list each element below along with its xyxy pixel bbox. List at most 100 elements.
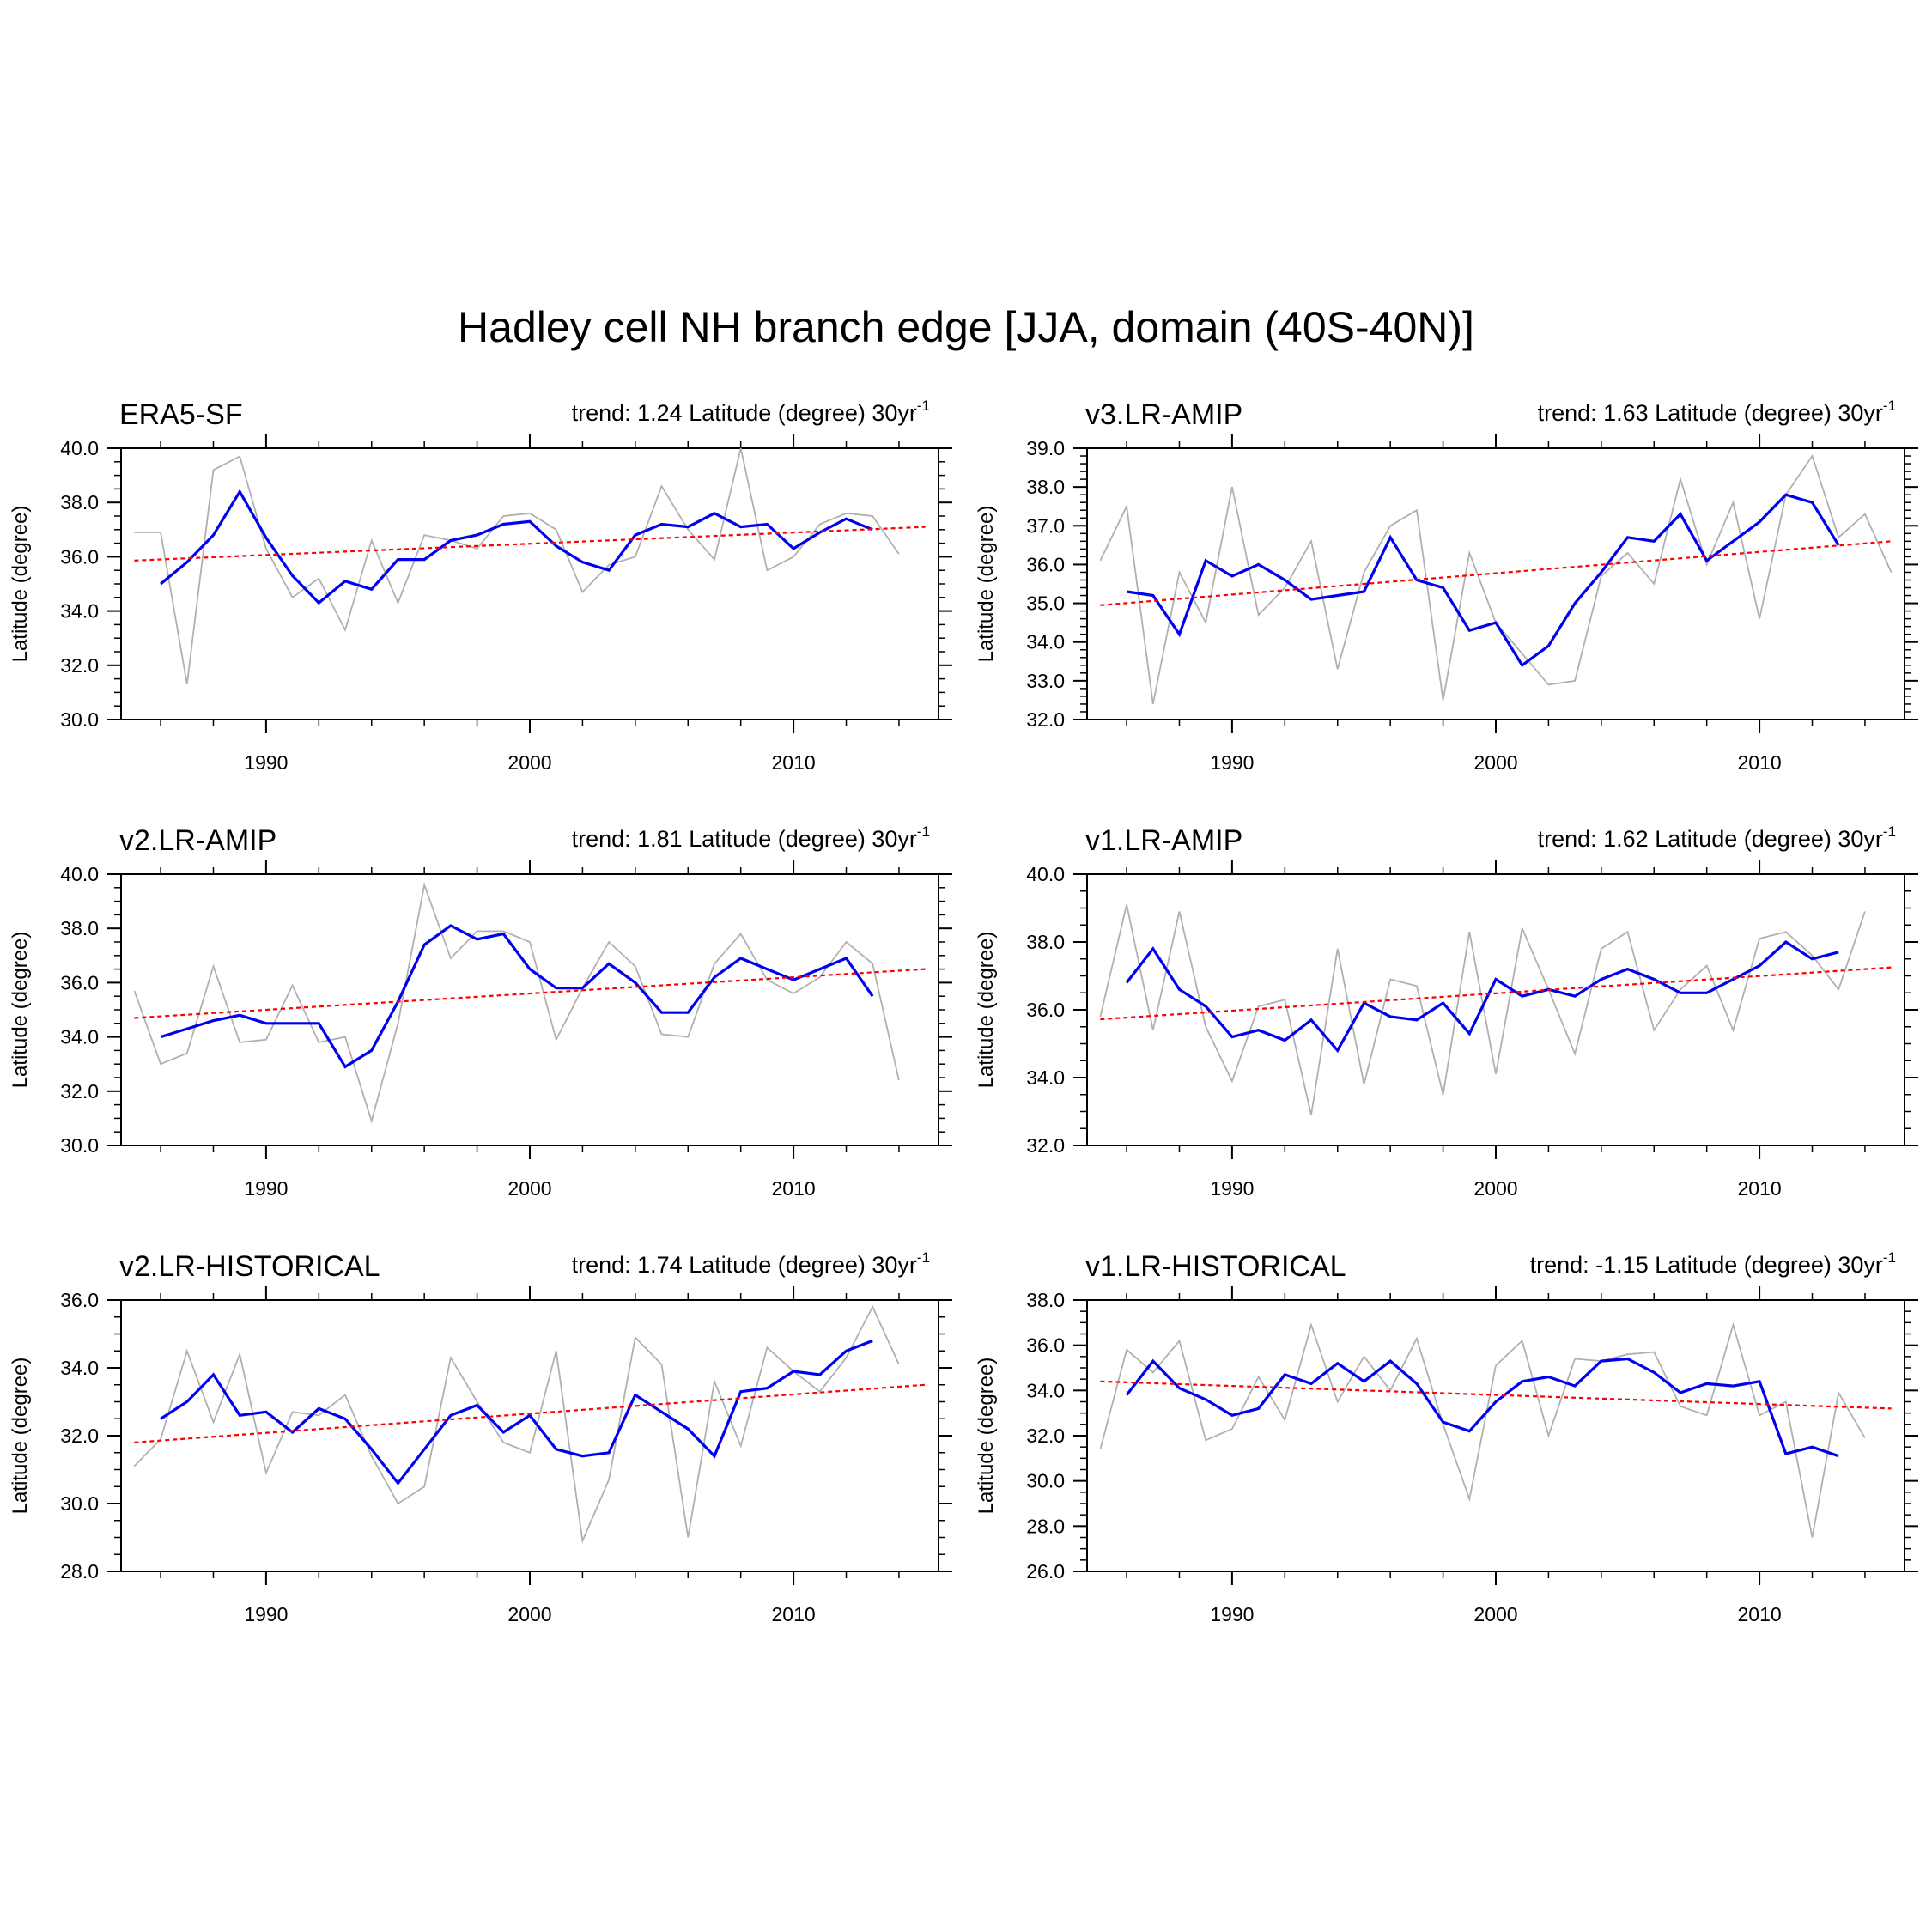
x-tick-label: 2010 bbox=[772, 751, 816, 774]
plot-frame bbox=[1086, 447, 1905, 720]
y-tick-label: 37.0 bbox=[1026, 514, 1065, 537]
y-tick-label: 32.0 bbox=[1026, 1425, 1065, 1447]
y-tick-label: 34.0 bbox=[1026, 1379, 1065, 1401]
y-tick-label: 36.0 bbox=[60, 1289, 99, 1311]
y-tick-label: 40.0 bbox=[60, 437, 99, 459]
smoothed-series-line bbox=[1126, 493, 1840, 668]
smoothed-series-line bbox=[160, 1339, 873, 1485]
x-tick-label: 2000 bbox=[1473, 1177, 1517, 1200]
y-tick-label: 34.0 bbox=[1026, 1066, 1065, 1089]
y-tick-label: 32.0 bbox=[60, 654, 99, 677]
y-tick-label: 38.0 bbox=[1026, 931, 1065, 953]
y-tick-label: 36.0 bbox=[1026, 999, 1065, 1021]
raw-series-line bbox=[133, 1304, 900, 1544]
panel: 32.0 33.0 34.0 35.0 36.0 37.0 38.0 39.0 1990 2000… bbox=[975, 398, 1918, 774]
y-tick-label: 40.0 bbox=[1026, 863, 1065, 885]
y-tick-label: 35.0 bbox=[1026, 592, 1065, 615]
plot-frame bbox=[120, 447, 939, 720]
trend-text: trend: 1.24 Latitude (degree) 30yr bbox=[572, 400, 917, 426]
trend-text: trend: 1.63 Latitude (degree) 30yr bbox=[1538, 400, 1883, 426]
y-tick-label: 32.0 bbox=[1026, 708, 1065, 731]
x-tick-label: 2000 bbox=[507, 1177, 551, 1200]
trend-text: trend: 1.74 Latitude (degree) 30yr bbox=[572, 1252, 917, 1278]
trend-line bbox=[134, 526, 926, 562]
y-tick-label: 34.0 bbox=[60, 1026, 99, 1048]
smoothed-series-line bbox=[160, 924, 874, 1069]
y-tick-label: 38.0 bbox=[1026, 476, 1065, 498]
panel: 30.0 32.0 34.0 36.0 38.0 40.0 1990 2000 2010 Lati… bbox=[9, 398, 952, 774]
panel: 32.0 34.0 36.0 38.0 40.0 1990 2000 2010 Latitude… bbox=[975, 823, 1918, 1200]
y-tick-label: 36.0 bbox=[1026, 553, 1065, 575]
y-tick-label: 34.0 bbox=[60, 600, 99, 623]
y-tick-label: 30.0 bbox=[1026, 1470, 1065, 1492]
y-tick-label: 34.0 bbox=[60, 1357, 99, 1379]
trend-exponent: -1 bbox=[917, 823, 930, 840]
plot-frame bbox=[1086, 1299, 1905, 1572]
panel-title: v2.LR-HISTORICAL bbox=[119, 1250, 380, 1283]
plot-frame bbox=[120, 1299, 939, 1572]
y-tick-label: 34.0 bbox=[1026, 631, 1065, 653]
trend-text: trend: 1.81 Latitude (degree) 30yr bbox=[572, 826, 917, 852]
y-axis-label: Latitude (degree) bbox=[9, 1358, 32, 1515]
trend-label: trend: 1.63 Latitude (degree) 30yr-1 bbox=[1538, 398, 1896, 426]
y-tick-label: 38.0 bbox=[60, 917, 99, 939]
trend-label: trend: 1.74 Latitude (degree) 30yr-1 bbox=[572, 1249, 930, 1278]
y-axis-label: Latitude (degree) bbox=[975, 932, 998, 1089]
panel: 26.0 28.0 30.0 32.0 34.0 36.0 38.0 1990 2000 2010… bbox=[975, 1249, 1918, 1625]
smoothed-series-line bbox=[160, 489, 873, 605]
trend-label: trend: 1.81 Latitude (degree) 30yr-1 bbox=[572, 823, 930, 852]
trend-line bbox=[134, 1383, 926, 1443]
raw-series-line bbox=[1099, 1321, 1866, 1538]
y-axis-label: Latitude (degree) bbox=[9, 506, 32, 663]
smoothed-series-line bbox=[1125, 939, 1839, 1054]
trend-exponent: -1 bbox=[917, 1249, 930, 1266]
y-tick-label: 26.0 bbox=[1026, 1560, 1065, 1583]
y-tick-label: 38.0 bbox=[60, 491, 99, 513]
y-tick-label: 30.0 bbox=[60, 708, 99, 731]
x-tick-label: 2010 bbox=[772, 1177, 816, 1200]
x-tick-label: 2000 bbox=[507, 751, 551, 774]
y-tick-label: 36.0 bbox=[1026, 1334, 1065, 1357]
trend-exponent: -1 bbox=[917, 398, 930, 414]
y-tick-label: 38.0 bbox=[1026, 1289, 1065, 1311]
trend-exponent: -1 bbox=[1883, 823, 1896, 840]
trend-text: trend: 1.62 Latitude (degree) 30yr bbox=[1538, 826, 1883, 852]
trend-label: trend: 1.24 Latitude (degree) 30yr-1 bbox=[572, 398, 930, 426]
x-tick-label: 2000 bbox=[507, 1603, 551, 1625]
raw-series-line bbox=[1099, 453, 1893, 705]
trend-line bbox=[134, 968, 926, 1019]
y-tick-label: 32.0 bbox=[60, 1425, 99, 1447]
x-tick-label: 1990 bbox=[1210, 1603, 1254, 1625]
trend-label: trend: -1.15 Latitude (degree) 30yr-1 bbox=[1530, 1249, 1896, 1278]
trend-exponent: -1 bbox=[1883, 1249, 1896, 1266]
trend-line bbox=[1100, 540, 1892, 606]
trend-line bbox=[1100, 966, 1892, 1021]
raw-series-line bbox=[133, 882, 900, 1124]
y-tick-label: 33.0 bbox=[1026, 670, 1065, 692]
x-tick-label: 2010 bbox=[772, 1603, 816, 1625]
y-tick-label: 28.0 bbox=[1026, 1515, 1065, 1537]
x-tick-label: 2010 bbox=[1738, 1603, 1782, 1625]
x-tick-label: 2010 bbox=[1738, 1177, 1782, 1200]
trend-label: trend: 1.62 Latitude (degree) 30yr-1 bbox=[1538, 823, 1896, 852]
panel-title: v1.LR-AMIP bbox=[1085, 824, 1242, 857]
y-tick-label: 32.0 bbox=[60, 1080, 99, 1103]
trend-text: trend: -1.15 Latitude (degree) 30yr bbox=[1530, 1252, 1883, 1278]
plot-frame bbox=[120, 873, 939, 1146]
figure-title: Hadley cell NH branch edge [JJA, domain … bbox=[458, 303, 1474, 351]
x-tick-label: 2010 bbox=[1738, 751, 1782, 774]
panel-title: ERA5-SF bbox=[119, 398, 243, 431]
trend-exponent: -1 bbox=[1883, 398, 1896, 414]
x-tick-label: 1990 bbox=[1210, 751, 1254, 774]
x-tick-label: 1990 bbox=[1210, 1177, 1254, 1200]
y-tick-label: 36.0 bbox=[60, 545, 99, 568]
y-tick-label: 30.0 bbox=[60, 1492, 99, 1515]
y-tick-label: 39.0 bbox=[1026, 437, 1065, 459]
smoothed-series-line bbox=[1125, 1357, 1839, 1458]
panel-title: v3.LR-AMIP bbox=[1085, 398, 1242, 431]
panel: 28.0 30.0 32.0 34.0 36.0 1990 2000 2010 Latitude… bbox=[9, 1249, 952, 1625]
trend-line bbox=[1100, 1380, 1892, 1410]
raw-series-line bbox=[1099, 904, 1866, 1115]
x-tick-label: 1990 bbox=[244, 751, 288, 774]
